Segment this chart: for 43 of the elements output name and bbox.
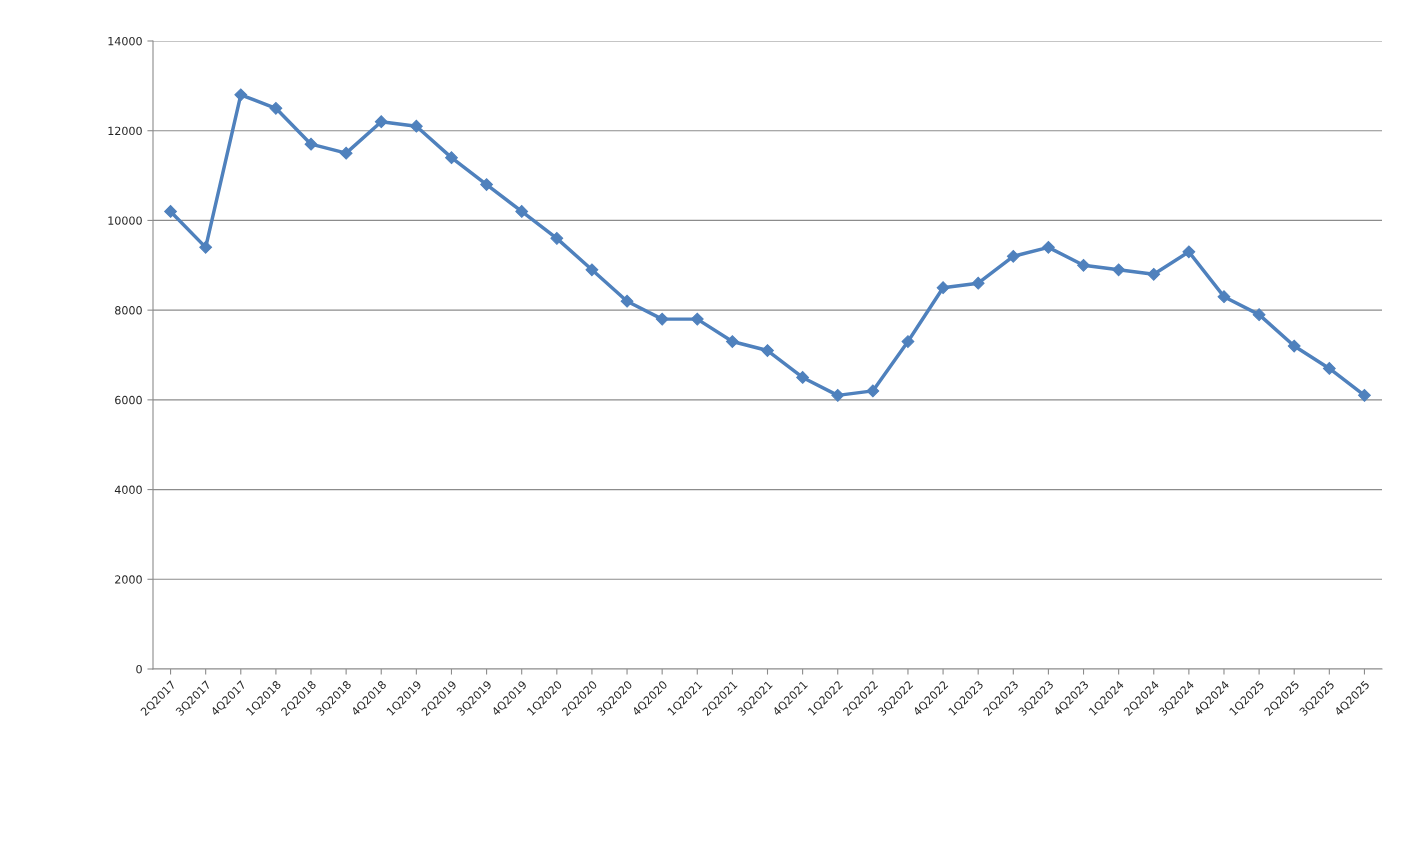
point — [199, 240, 213, 254]
y-tick-label: 2000 — [115, 575, 142, 584]
point — [585, 263, 599, 277]
y-tick-label: 6000 — [115, 395, 142, 405]
point — [1217, 290, 1231, 304]
point — [234, 88, 248, 102]
point — [269, 101, 283, 115]
point — [515, 205, 529, 218]
point — [1358, 388, 1371, 402]
point — [831, 388, 845, 402]
point — [409, 119, 423, 133]
point — [1077, 258, 1090, 272]
point — [971, 276, 985, 290]
point — [690, 312, 704, 326]
point — [1042, 240, 1055, 254]
point — [480, 178, 493, 191]
point — [1252, 308, 1266, 322]
point — [655, 312, 669, 326]
point — [620, 294, 634, 308]
point — [1112, 263, 1126, 277]
point — [796, 371, 810, 384]
point — [374, 115, 388, 129]
y-tick-label: 10000 — [108, 216, 142, 225]
point — [339, 146, 353, 160]
y-tick-label: 12000 — [108, 126, 142, 136]
point — [761, 344, 774, 357]
y-tick-label: 14000 — [108, 36, 142, 46]
point — [1006, 249, 1020, 263]
y-tick-label: 0 — [136, 664, 142, 674]
point — [1182, 245, 1196, 259]
point — [445, 151, 458, 165]
point — [725, 335, 739, 348]
y-tick-label: 4000 — [114, 485, 142, 494]
point — [936, 281, 950, 295]
y-tick-label: 8000 — [115, 306, 142, 315]
point — [550, 231, 564, 245]
point — [1147, 267, 1161, 281]
point — [901, 335, 915, 348]
point — [1322, 362, 1336, 375]
point — [164, 205, 177, 218]
point — [866, 384, 880, 398]
point — [1287, 339, 1301, 353]
point — [304, 137, 318, 151]
